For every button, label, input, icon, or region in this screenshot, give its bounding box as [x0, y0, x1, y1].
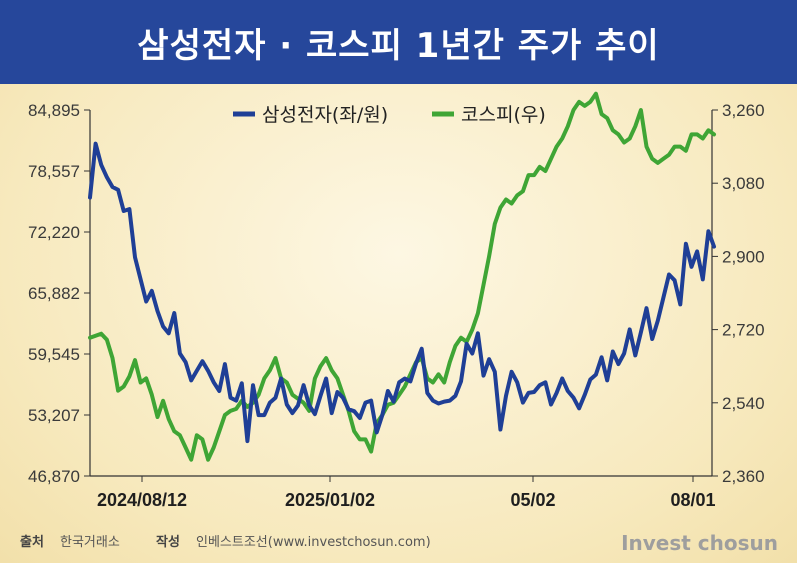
- legend-label-kospi: 코스피(우): [461, 104, 546, 126]
- author-label: 작성: [156, 534, 180, 550]
- right-tick-label: 2,900: [722, 247, 765, 266]
- right-tick-label: 2,540: [722, 394, 765, 413]
- brand-logo: Invest chosun: [621, 531, 778, 555]
- x-tick-label: 2025/01/02: [285, 490, 375, 510]
- right-tick-label: 3,080: [722, 174, 765, 193]
- title-banner: 삼성전자 · 코스피 1년간 주가 추이: [0, 0, 797, 84]
- left-tick-label: 84,895: [28, 101, 80, 120]
- author-text: 인베스트조선(www.investchosun.com): [196, 535, 431, 550]
- left-tick-label: 78,557: [28, 162, 80, 181]
- right-tick-label: 3,260: [722, 101, 765, 120]
- legend: 삼성전자(좌/원) 코스피(우): [233, 104, 546, 126]
- left-tick-label: 53,207: [28, 406, 80, 425]
- left-tick-label: 65,882: [28, 284, 80, 303]
- chart-title: 삼성전자 · 코스피 1년간 주가 추이: [137, 25, 660, 66]
- series-lines: [88, 91, 716, 462]
- x-tick-label: 08/01: [670, 490, 715, 510]
- legend-label-samsung: 삼성전자(좌/원): [262, 104, 388, 126]
- footer: 출처 한국거래소 작성 인베스트조선(www.investchosun.com)…: [20, 531, 778, 555]
- series-line-kospi: [88, 91, 716, 462]
- left-tick-label: 46,870: [28, 467, 80, 486]
- x-tick-label: 2024/08/12: [97, 490, 187, 510]
- x-tick-label: 05/02: [510, 490, 555, 510]
- source-text: 한국거래소: [60, 535, 120, 550]
- right-tick-label: 2,360: [722, 467, 765, 486]
- axes: 84,895 78,557 72,220 65,882 59,545 53,207 46,8…: [28, 101, 765, 510]
- right-tick-label: 2,720: [722, 321, 765, 340]
- left-tick-label: 72,220: [28, 223, 80, 242]
- left-tick-label: 59,545: [28, 345, 80, 364]
- series-line-samsung: [88, 141, 716, 444]
- source-label: 출처: [20, 534, 44, 550]
